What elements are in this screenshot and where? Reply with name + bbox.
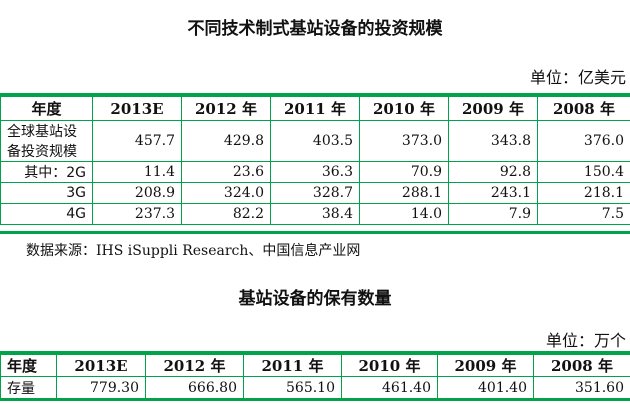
- cell-value: 38.4: [270, 203, 360, 225]
- table1-unit: 单位：亿美元: [529, 68, 626, 87]
- header-2011: 2011 年: [270, 96, 360, 121]
- cell-value: 461.40: [341, 376, 438, 399]
- row-label: 3G: [0, 182, 93, 204]
- cell-value: 324.0: [181, 182, 271, 204]
- cell-value: 150.4: [537, 161, 630, 183]
- header-2008: 2008 年: [533, 354, 630, 377]
- table-row: 4G 237.3 82.2 38.4 14.0 7.9 7.5: [0, 203, 630, 225]
- table-header-row: 年度 2013E 2012 年 2011 年 2010 年 2009 年 200…: [0, 96, 630, 121]
- table-header-row: 年度 2013E 2012 年 2011 年 2010 年 2009 年 200…: [0, 354, 630, 377]
- table-row: 其中：2G 11.4 23.6 36.3 70.9 92.8 150.4: [0, 161, 630, 183]
- cell-value: 23.6: [181, 161, 271, 183]
- cell-value: 565.10: [243, 376, 342, 399]
- cell-value: 82.2: [181, 203, 271, 225]
- cell-value: 343.8: [448, 120, 538, 162]
- header-2012: 2012 年: [145, 354, 244, 377]
- cell-value: 666.80: [145, 376, 244, 399]
- investment-table: 年度 2013E 2012 年 2011 年 2010 年 2009 年 200…: [0, 96, 630, 225]
- table2-unit: 单位：万个: [545, 331, 626, 350]
- table1-title: 不同技术制式基站设备的投资规模: [187, 19, 443, 39]
- table2-title: 基站设备的保有数量: [238, 289, 392, 309]
- row-label: 其中：2G: [0, 161, 93, 183]
- cell-value: 218.1: [537, 182, 630, 204]
- cell-value: 376.0: [537, 120, 630, 162]
- cell-value: 328.7: [270, 182, 360, 204]
- row-label: 4G: [0, 203, 93, 225]
- table-row: 全球基站设备投资规模 457.7 429.8 403.5 373.0 343.8…: [0, 120, 630, 162]
- header-year: 年度: [0, 96, 93, 121]
- cell-value: 36.3: [270, 161, 360, 183]
- row-label: 全球基站设备投资规模: [0, 120, 93, 162]
- cell-value: 243.1: [448, 182, 538, 204]
- cell-value: 779.30: [56, 376, 146, 399]
- header-2009: 2009 年: [437, 354, 534, 377]
- header-2011: 2011 年: [243, 354, 342, 377]
- cell-value: 237.3: [92, 203, 182, 225]
- header-2009: 2009 年: [448, 96, 538, 121]
- cell-value: 457.7: [92, 120, 182, 162]
- cell-value: 403.5: [270, 120, 360, 162]
- cell-value: 288.1: [359, 182, 449, 204]
- cell-value: 7.5: [537, 203, 630, 225]
- cell-value: 373.0: [359, 120, 449, 162]
- cell-value: 7.9: [448, 203, 538, 225]
- stock-table: 年度 2013E 2012 年 2011 年 2010 年 2009 年 200…: [0, 354, 630, 399]
- header-2010: 2010 年: [341, 354, 438, 377]
- header-2010: 2010 年: [359, 96, 449, 121]
- cell-value: 401.40: [437, 376, 534, 399]
- row-label: 存量: [0, 376, 57, 399]
- table-row: 3G 208.9 324.0 328.7 288.1 243.1 218.1: [0, 182, 630, 204]
- cell-value: 70.9: [359, 161, 449, 183]
- cell-value: 92.8: [448, 161, 538, 183]
- header-2013e: 2013E: [56, 354, 146, 377]
- header-2008: 2008 年: [537, 96, 630, 121]
- cell-value: 14.0: [359, 203, 449, 225]
- header-2012: 2012 年: [181, 96, 271, 121]
- header-year: 年度: [0, 354, 57, 377]
- table2-bottom-rule: [0, 398, 630, 401]
- cell-value: 351.60: [533, 376, 630, 399]
- data-source-note: 数据来源：IHS iSuppli Research、中国信息产业网: [26, 243, 361, 259]
- cell-value: 11.4: [92, 161, 182, 183]
- cell-value: 208.9: [92, 182, 182, 204]
- header-2013e: 2013E: [92, 96, 182, 121]
- table2-top-rule: [0, 351, 630, 354]
- table1-top-rule: [0, 93, 630, 96]
- cell-value: 429.8: [181, 120, 271, 162]
- table-row: 存量 779.30 666.80 565.10 461.40 401.40 35…: [0, 376, 630, 399]
- table1-bottom-rule: [0, 231, 630, 234]
